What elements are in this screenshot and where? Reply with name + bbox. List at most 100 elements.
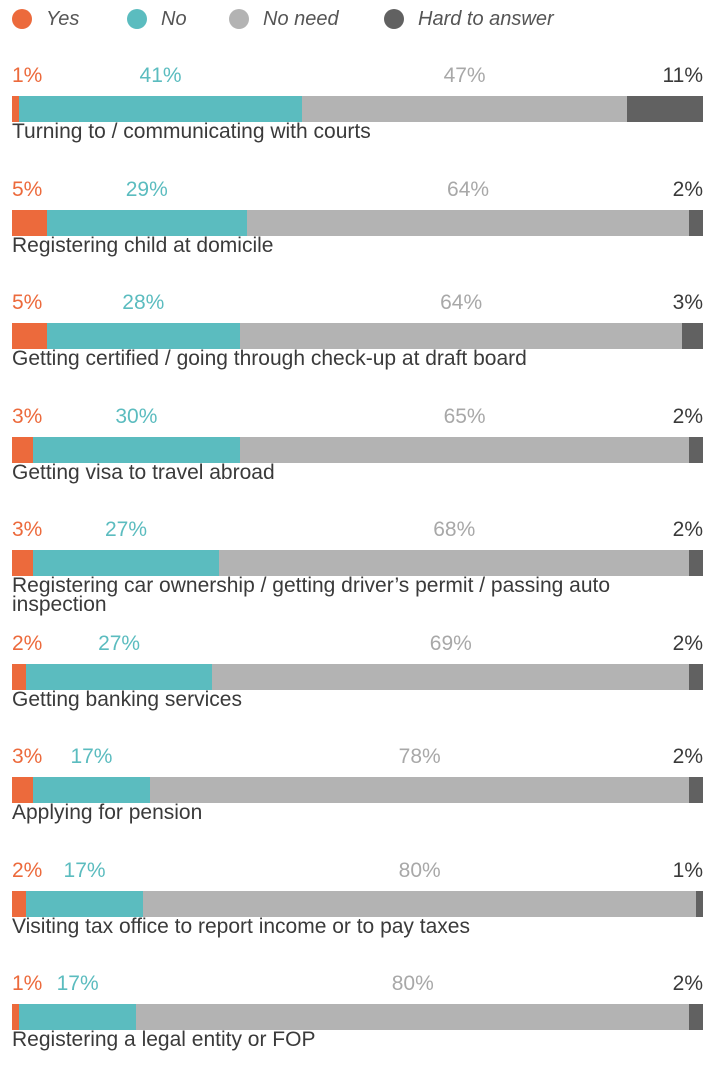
bar-segment-no	[32, 777, 151, 803]
stacked-bar	[12, 96, 703, 122]
data-label-no-need: 80%	[391, 972, 434, 995]
bar-segment-no	[18, 1004, 137, 1030]
bar-segment-yes	[12, 890, 26, 917]
legend-item-hard-to-answer: Hard to answer	[384, 6, 554, 32]
bar-row: 3% 30% 65% 2% Getting visa to travel abroad	[0, 405, 715, 515]
data-label-no: 17%	[56, 972, 99, 995]
bar-segment-no	[32, 550, 220, 576]
data-label-no: 30%	[115, 404, 158, 428]
bar-segment-hard-to-answer	[689, 1004, 703, 1030]
stacked-bar	[12, 209, 703, 236]
data-label-no-need: 80%	[398, 858, 441, 882]
bar-segment-yes	[12, 436, 33, 463]
data-label-no: 29%	[125, 177, 168, 201]
data-label-no-need: 64%	[440, 291, 483, 314]
stacked-bar	[12, 1004, 703, 1030]
bar-segment-no	[32, 436, 241, 463]
bar-segment-hard-to-answer	[682, 323, 703, 349]
category-label: Visiting tax office to report income or …	[12, 914, 470, 938]
bar-segment-no	[46, 323, 241, 349]
bar-row: 1% 17% 80% 2% Registering a legal entity or …	[0, 972, 715, 1082]
legend-item-yes: Yes	[12, 6, 79, 32]
data-label-no-need: 47%	[443, 64, 486, 87]
stacked-bar	[12, 777, 703, 803]
bar-segment-yes	[12, 777, 33, 803]
bar-segment-no	[25, 663, 213, 690]
bar-row: 3% 27% 68% 2% Registering car ownership / ge…	[0, 518, 715, 628]
bar-segment-no-need	[150, 777, 690, 803]
bar-segment-hard-to-answer	[689, 663, 703, 690]
data-label-no-need: 65%	[443, 404, 486, 428]
data-label-yes: 3%	[12, 518, 43, 541]
legend-label-yes: Yes	[46, 7, 80, 30]
data-label-no: 17%	[63, 858, 106, 882]
data-label-yes: 5%	[12, 291, 43, 314]
data-label-no-need: 68%	[433, 518, 476, 541]
bar-segment-yes	[12, 663, 26, 690]
bar-row: 1% 41% 47% 11% Turning to / communicating wi…	[0, 64, 715, 174]
stacked-bar	[12, 663, 703, 690]
data-label-yes: 5%	[12, 177, 43, 201]
category-label: Getting certified / going through check-…	[12, 347, 527, 370]
legend-item-no-need: No need	[229, 6, 339, 32]
chart-legend: Yes No No need Hard to answer	[12, 6, 712, 32]
data-label-no: 41%	[139, 64, 182, 87]
bar-segment-yes	[12, 96, 19, 122]
data-label-hard-to-answer: 1%	[672, 858, 703, 882]
bar-segment-no-need	[240, 436, 690, 463]
bar-segment-no-need	[212, 663, 690, 690]
category-label: Applying for pension	[12, 801, 203, 824]
data-label-yes: 1%	[12, 972, 43, 995]
bar-segment-no	[25, 890, 144, 917]
data-label-yes: 2%	[12, 858, 43, 882]
bar-segment-yes	[12, 550, 33, 576]
category-label: Registering child at domicile	[12, 233, 274, 257]
bar-segment-no-need	[143, 890, 697, 917]
stacked-bar	[12, 550, 703, 576]
bar-segment-no	[18, 96, 303, 122]
category-label: Getting banking services	[12, 687, 242, 711]
data-label-no-need: 78%	[398, 745, 441, 768]
data-label-no: 27%	[104, 518, 148, 541]
bar-row: 2% 27% 69% 2% Getting banking services	[0, 632, 715, 742]
data-label-yes: 3%	[12, 745, 43, 768]
data-label-yes: 3%	[12, 404, 43, 428]
bar-segment-hard-to-answer	[689, 550, 703, 576]
data-label-hard-to-answer: 2%	[672, 404, 703, 428]
category-label: Turning to / communicating with courts	[12, 120, 371, 143]
bar-segment-no	[46, 209, 247, 236]
data-label-hard-to-answer: 2%	[672, 518, 703, 541]
data-label-hard-to-answer: 2%	[672, 972, 703, 995]
bar-segment-yes	[12, 323, 47, 349]
bar-row: 5% 29% 64% 2% Registering child at domicile	[0, 178, 715, 288]
bar-segment-no-need	[136, 1004, 690, 1030]
bar-segment-no-need	[302, 96, 627, 122]
data-label-no: 17%	[70, 745, 113, 768]
bar-row: 2% 17% 80% 1% Visiting tax office to report …	[0, 859, 715, 969]
bar-segment-yes	[12, 1004, 19, 1030]
category-label: Registering car ownership / getting driv…	[12, 574, 611, 616]
bar-segment-no-need	[219, 550, 690, 576]
category-label: Getting visa to travel abroad	[12, 460, 275, 484]
data-label-no-need: 69%	[429, 631, 472, 655]
data-label-hard-to-answer: 3%	[672, 291, 703, 314]
legend-swatch-yes	[12, 9, 32, 29]
bar-segment-no-need	[240, 323, 683, 349]
legend-item-no: No	[127, 6, 187, 32]
data-label-no: 27%	[98, 631, 141, 655]
legend-label-no-need: No need	[263, 7, 339, 30]
data-label-no-need: 64%	[447, 177, 490, 201]
legend-swatch-no	[127, 9, 147, 29]
bar-segment-hard-to-answer	[696, 890, 703, 917]
data-label-hard-to-answer: 11%	[662, 64, 703, 87]
legend-label-hard-to-answer: Hard to answer	[418, 7, 554, 30]
stacked-bar	[12, 323, 703, 349]
legend-swatch-no-need	[229, 9, 249, 29]
legend-swatch-hard-to-answer	[384, 9, 404, 29]
data-label-no: 28%	[122, 291, 165, 314]
bar-segment-hard-to-answer	[626, 96, 703, 122]
data-label-yes: 1%	[12, 64, 43, 87]
bar-segment-no-need	[246, 209, 690, 236]
bar-segment-hard-to-answer	[689, 777, 703, 803]
